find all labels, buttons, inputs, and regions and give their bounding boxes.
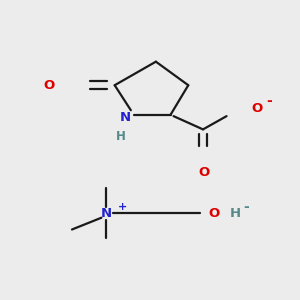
Text: N: N [120,111,131,124]
Text: H: H [230,207,241,220]
Text: N: N [101,207,112,220]
Text: O: O [252,102,263,115]
Text: -: - [266,94,272,108]
Text: O: O [198,166,209,178]
Text: +: + [118,202,127,212]
Text: -: - [243,200,248,214]
Text: O: O [43,79,54,92]
Text: O: O [208,207,220,220]
Text: H: H [116,130,125,143]
